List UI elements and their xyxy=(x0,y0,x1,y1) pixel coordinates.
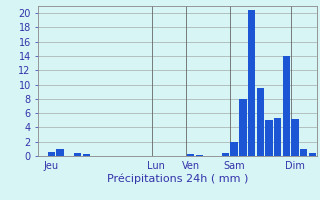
Bar xyxy=(239,99,246,156)
Bar xyxy=(56,149,64,156)
Bar xyxy=(309,153,316,156)
Bar xyxy=(196,155,203,156)
Bar xyxy=(230,142,238,156)
Bar xyxy=(222,153,229,156)
Bar xyxy=(283,56,290,156)
Bar xyxy=(274,118,281,156)
Bar xyxy=(187,154,194,156)
Bar xyxy=(300,149,308,156)
X-axis label: Précipitations 24h ( mm ): Précipitations 24h ( mm ) xyxy=(107,174,248,184)
Bar xyxy=(83,154,90,156)
Bar xyxy=(291,119,299,156)
Bar xyxy=(48,152,55,156)
Bar xyxy=(74,153,81,156)
Bar xyxy=(265,120,273,156)
Bar xyxy=(257,88,264,156)
Bar xyxy=(248,10,255,156)
